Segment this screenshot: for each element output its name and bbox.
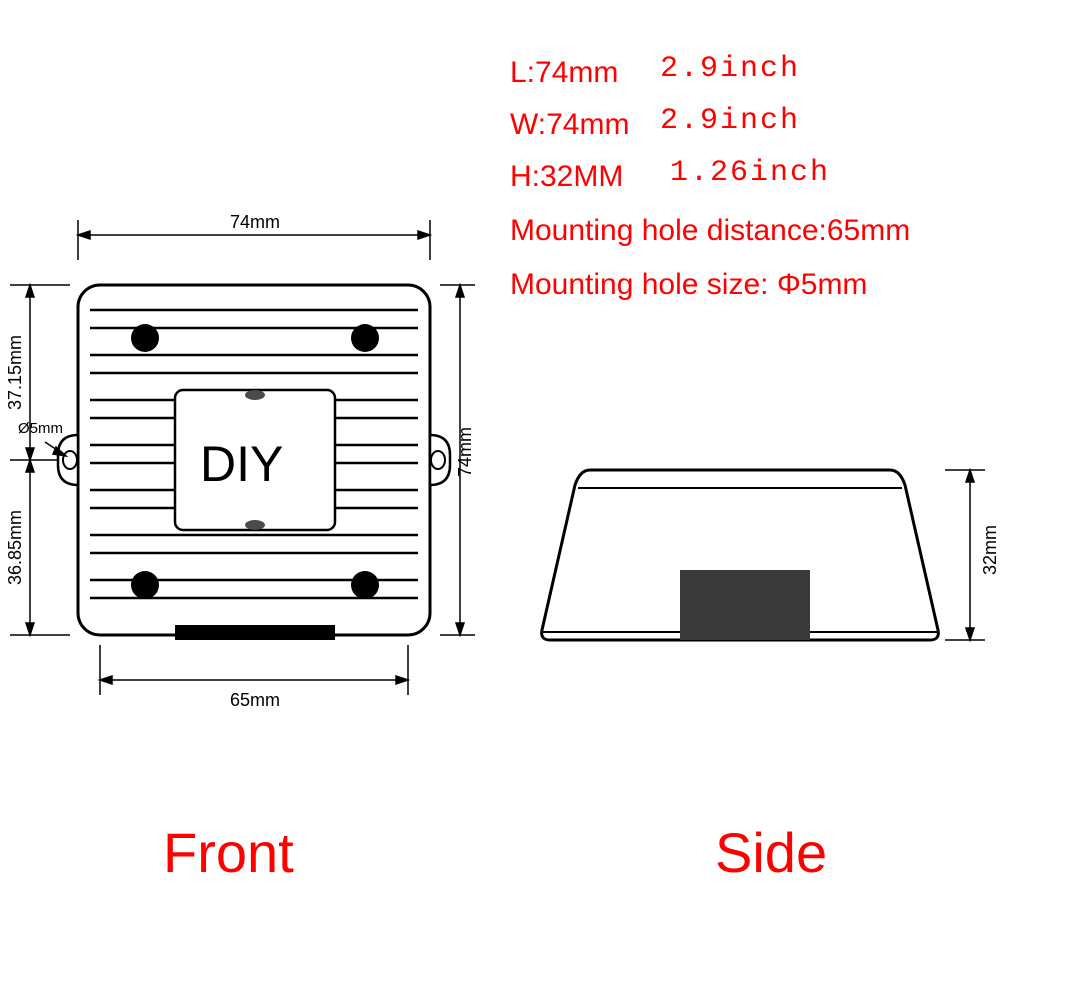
dim-side-32: 32mm xyxy=(980,525,1001,575)
side-label: Side xyxy=(715,820,827,885)
dim-left-upper: 37.15mm xyxy=(5,335,26,410)
side-view-drawing xyxy=(540,440,1020,670)
spec-mount-size: Mounting hole size: Φ5mm xyxy=(510,268,867,302)
dim-bottom-65: 65mm xyxy=(230,690,280,711)
spec-length-in: 2.9inch xyxy=(660,52,800,86)
dim-top-74: 74mm xyxy=(230,212,280,233)
dim-left-lower: 36.85mm xyxy=(5,510,26,585)
spec-mount-dist: Mounting hole distance:65mm xyxy=(510,214,910,248)
dim-right-74: 74mm xyxy=(455,427,476,477)
front-label: Front xyxy=(163,820,294,885)
diy-label: DIY xyxy=(200,435,283,493)
spec-height-in: 1.26inch xyxy=(670,156,830,190)
spec-length-mm: L:74mm xyxy=(510,56,618,90)
spec-height-mm: H:32MM xyxy=(510,160,623,194)
spec-width-mm: W:74mm xyxy=(510,108,629,142)
spec-width-in: 2.9inch xyxy=(660,104,800,138)
dim-hole: Ø5mm xyxy=(18,420,63,437)
